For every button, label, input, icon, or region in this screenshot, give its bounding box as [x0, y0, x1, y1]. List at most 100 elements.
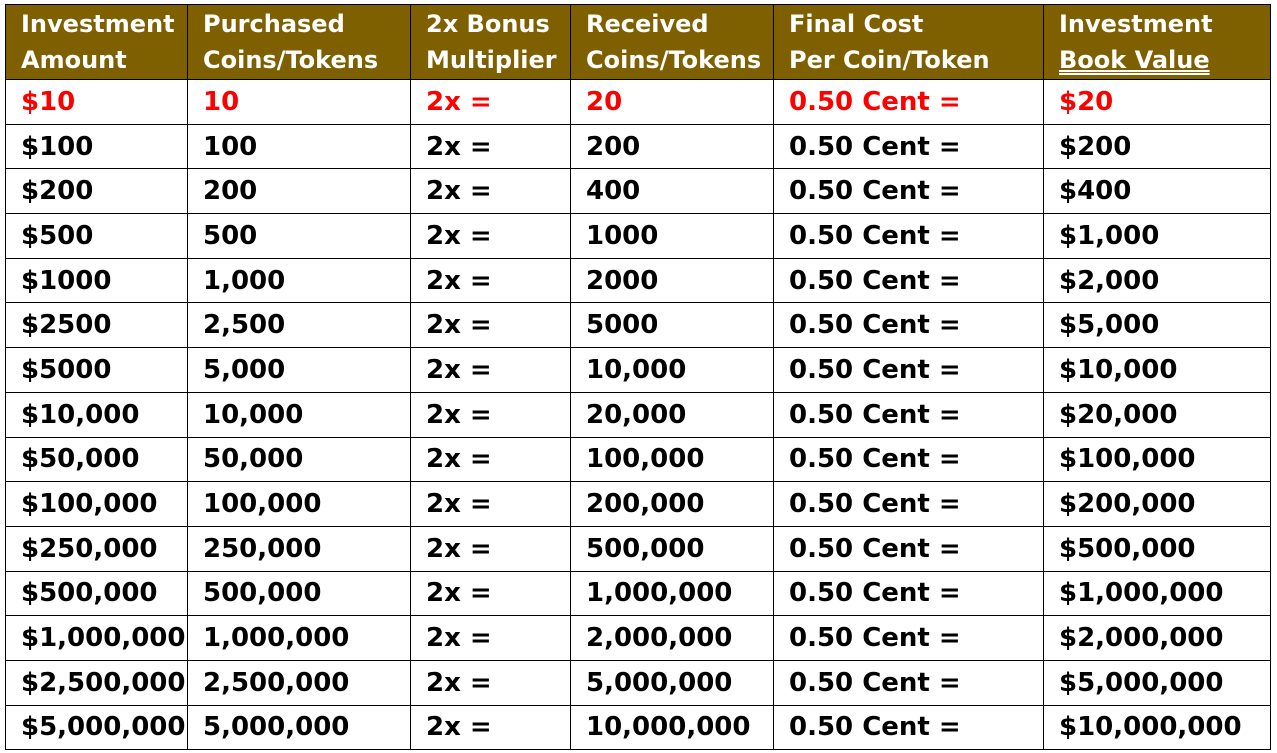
multiplier-cell: 2x = [410, 391, 571, 438]
purchased-coins-cell: 200 [187, 168, 411, 215]
final-cost-cell: 0.50 Cent = [773, 168, 1044, 215]
multiplier-cell: 2x = [410, 525, 571, 572]
table-row: $1000 1,000 2x = 2000 0.50 Cent = $2,000 [5, 257, 1271, 304]
header-line: 2x Bonus [426, 10, 550, 38]
received-coins-cell: 5000 [570, 302, 774, 349]
table-row: $2,500,000 2,500,000 2x = 5,000,000 0.50 Cen… [5, 659, 1271, 706]
book-value-cell: $1,000 [1043, 213, 1271, 259]
final-cost-cell: 0.50 Cent = [773, 659, 1044, 706]
investment-amount-cell: $200 [5, 168, 188, 215]
purchased-coins-cell: 2,500,000 [187, 659, 411, 706]
received-coins-cell: 500,000 [570, 525, 774, 572]
multiplier-cell: 2x = [410, 257, 571, 304]
multiplier-cell: 2x = [410, 168, 571, 215]
multiplier-cell: 2x = [410, 570, 571, 617]
book-value-cell: $10,000,000 [1043, 704, 1271, 751]
header-line: Investment [1059, 10, 1213, 38]
investment-amount-cell: $2500 [5, 302, 188, 349]
final-cost-cell: 0.50 Cent = [773, 257, 1044, 304]
header-final-cost: Final Cost Per Coin/Token [773, 4, 1044, 80]
investment-amount-cell: $500,000 [5, 570, 188, 617]
book-value-cell: $5,000 [1043, 302, 1271, 349]
book-value-cell: $2,000,000 [1043, 615, 1271, 661]
table-row: $5,000,000 5,000,000 2x = 10,000,000 0.50 Ce… [5, 704, 1271, 751]
table-row: $500 500 2x = 1000 0.50 Cent = $1,000 [5, 213, 1271, 259]
multiplier-cell: 2x = [410, 704, 571, 751]
header-line: Final Cost [789, 10, 924, 38]
final-cost-cell: 0.50 Cent = [773, 704, 1044, 751]
received-coins-cell: 100,000 [570, 436, 774, 483]
table-row: $50,000 50,000 2x = 100,000 0.50 Cent = $100,… [5, 436, 1271, 483]
purchased-coins-cell: 1,000,000 [187, 615, 411, 661]
header-investment-amount: Investment Amount [5, 4, 188, 80]
book-value-cell: $20 [1043, 79, 1271, 125]
multiplier-cell: 2x = [410, 213, 571, 259]
received-coins-cell: 10,000,000 [570, 704, 774, 751]
investment-amount-cell: $1,000,000 [5, 615, 188, 661]
investment-amount-cell: $10,000 [5, 391, 188, 438]
received-coins-cell: 1,000,000 [570, 570, 774, 617]
header-line: Investment [21, 10, 175, 38]
purchased-coins-cell: 500 [187, 213, 411, 259]
header-line: Amount [21, 46, 127, 74]
multiplier-cell: 2x = [410, 659, 571, 706]
header-line: Purchased [203, 10, 345, 38]
final-cost-cell: 0.50 Cent = [773, 481, 1044, 527]
book-value-cell: $200 [1043, 123, 1271, 170]
book-value-cell: $2,000 [1043, 257, 1271, 304]
book-value-cell: $5,000,000 [1043, 659, 1271, 706]
final-cost-cell: 0.50 Cent = [773, 525, 1044, 572]
purchased-coins-cell: 10 [187, 79, 411, 125]
received-coins-cell: 200 [570, 123, 774, 170]
purchased-coins-cell: 250,000 [187, 525, 411, 572]
table-row: $10,000 10,000 2x = 20,000 0.50 Cent = $20,00… [5, 391, 1271, 438]
multiplier-cell: 2x = [410, 436, 571, 483]
header-line: Coins/Tokens [203, 46, 379, 74]
purchased-coins-cell: 100 [187, 123, 411, 170]
table-row: $200 200 2x = 400 0.50 Cent = $400 [5, 168, 1271, 215]
final-cost-cell: 0.50 Cent = [773, 570, 1044, 617]
final-cost-cell: 0.50 Cent = [773, 302, 1044, 349]
purchased-coins-cell: 5,000,000 [187, 704, 411, 751]
received-coins-cell: 20,000 [570, 391, 774, 438]
table-body: $10 10 2x = 20 0.50 Cent = $20 $100 100 2x = 200 0… [5, 79, 1271, 751]
header-line: Multiplier [426, 46, 557, 74]
header-line: Book Value [1059, 46, 1210, 74]
header-book-value: Investment Book Value [1043, 4, 1271, 80]
investment-amount-cell: $500 [5, 213, 188, 259]
table-row: $5000 5,000 2x = 10,000 0.50 Cent = $10,000 [5, 347, 1271, 393]
purchased-coins-cell: 1,000 [187, 257, 411, 304]
book-value-cell: $200,000 [1043, 481, 1271, 527]
multiplier-cell: 2x = [410, 123, 571, 170]
received-coins-cell: 10,000 [570, 347, 774, 393]
book-value-cell: $100,000 [1043, 436, 1271, 483]
table-row: $100 100 2x = 200 0.50 Cent = $200 [5, 123, 1271, 170]
investment-amount-cell: $100 [5, 123, 188, 170]
investment-amount-cell: $5,000,000 [5, 704, 188, 751]
received-coins-cell: 2,000,000 [570, 615, 774, 661]
received-coins-cell: 20 [570, 79, 774, 125]
final-cost-cell: 0.50 Cent = [773, 436, 1044, 483]
final-cost-cell: 0.50 Cent = [773, 615, 1044, 661]
purchased-coins-cell: 10,000 [187, 391, 411, 438]
investment-table: Investment Amount Purchased Coins/Tokens… [5, 4, 1271, 751]
book-value-cell: $10,000 [1043, 347, 1271, 393]
header-bonus-multiplier: 2x Bonus Multiplier [410, 4, 571, 80]
table-row: $10 10 2x = 20 0.50 Cent = $20 [5, 79, 1271, 125]
multiplier-cell: 2x = [410, 302, 571, 349]
multiplier-cell: 2x = [410, 347, 571, 393]
header-row: Investment Amount Purchased Coins/Tokens… [5, 4, 1271, 80]
book-value-cell: $20,000 [1043, 391, 1271, 438]
purchased-coins-cell: 500,000 [187, 570, 411, 617]
final-cost-cell: 0.50 Cent = [773, 213, 1044, 259]
header-received-coins: Received Coins/Tokens [570, 4, 774, 80]
investment-amount-cell: $100,000 [5, 481, 188, 527]
table-row: $100,000 100,000 2x = 200,000 0.50 Cent = $20… [5, 481, 1271, 527]
table-row: $250,000 250,000 2x = 500,000 0.50 Cent = $50… [5, 525, 1271, 572]
book-value-cell: $400 [1043, 168, 1271, 215]
table-row: $2500 2,500 2x = 5000 0.50 Cent = $5,000 [5, 302, 1271, 349]
received-coins-cell: 400 [570, 168, 774, 215]
final-cost-cell: 0.50 Cent = [773, 79, 1044, 125]
table-row: $500,000 500,000 2x = 1,000,000 0.50 Cent = $… [5, 570, 1271, 617]
final-cost-cell: 0.50 Cent = [773, 123, 1044, 170]
